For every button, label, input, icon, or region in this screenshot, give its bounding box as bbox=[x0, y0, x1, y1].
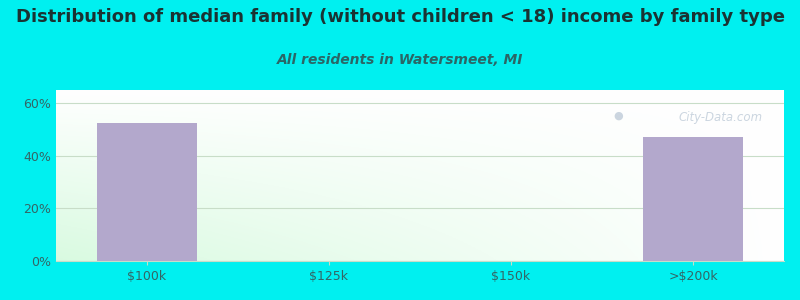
Text: Distribution of median family (without children < 18) income by family type: Distribution of median family (without c… bbox=[15, 8, 785, 26]
Bar bbox=[643, 137, 743, 261]
Text: City-Data.com: City-Data.com bbox=[678, 110, 762, 124]
Text: All residents in Watersmeet, MI: All residents in Watersmeet, MI bbox=[277, 52, 523, 67]
Text: ●: ● bbox=[613, 110, 622, 121]
Bar bbox=[97, 123, 197, 261]
